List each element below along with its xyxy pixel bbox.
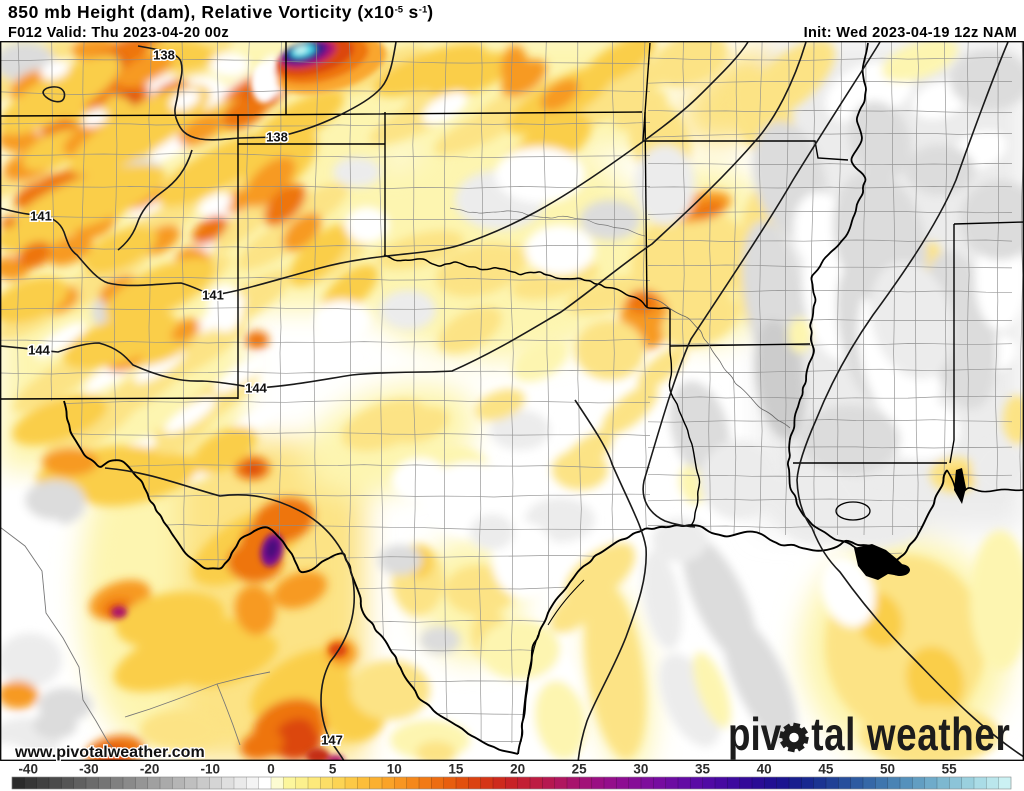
svg-text:144: 144 xyxy=(28,343,50,358)
svg-text:30: 30 xyxy=(633,762,648,777)
svg-text:50: 50 xyxy=(880,762,895,777)
svg-text:147: 147 xyxy=(321,733,343,748)
svg-text:55: 55 xyxy=(942,762,958,777)
svg-text:20: 20 xyxy=(510,762,525,777)
svg-text:tal weather: tal weather xyxy=(811,708,1010,760)
svg-text:0: 0 xyxy=(267,762,275,777)
svg-text:138: 138 xyxy=(153,48,175,63)
svg-text:141: 141 xyxy=(30,209,52,224)
svg-text:35: 35 xyxy=(695,762,711,777)
svg-text:-40: -40 xyxy=(18,762,38,777)
svg-text:138: 138 xyxy=(266,130,288,145)
svg-text:10: 10 xyxy=(387,762,402,777)
svg-text:141: 141 xyxy=(202,288,224,303)
svg-text:-20: -20 xyxy=(140,762,160,777)
svg-text:15: 15 xyxy=(448,762,464,777)
svg-text:-30: -30 xyxy=(79,762,99,777)
svg-text:144: 144 xyxy=(245,381,267,396)
svg-text:-10: -10 xyxy=(201,762,221,777)
svg-text:45: 45 xyxy=(818,762,834,777)
svg-text:40: 40 xyxy=(757,762,772,777)
svg-text:25: 25 xyxy=(572,762,588,777)
svg-text:www.pivotalweather.com: www.pivotalweather.com xyxy=(14,744,205,761)
svg-text:5: 5 xyxy=(329,762,337,777)
svg-text:piv: piv xyxy=(728,708,781,760)
